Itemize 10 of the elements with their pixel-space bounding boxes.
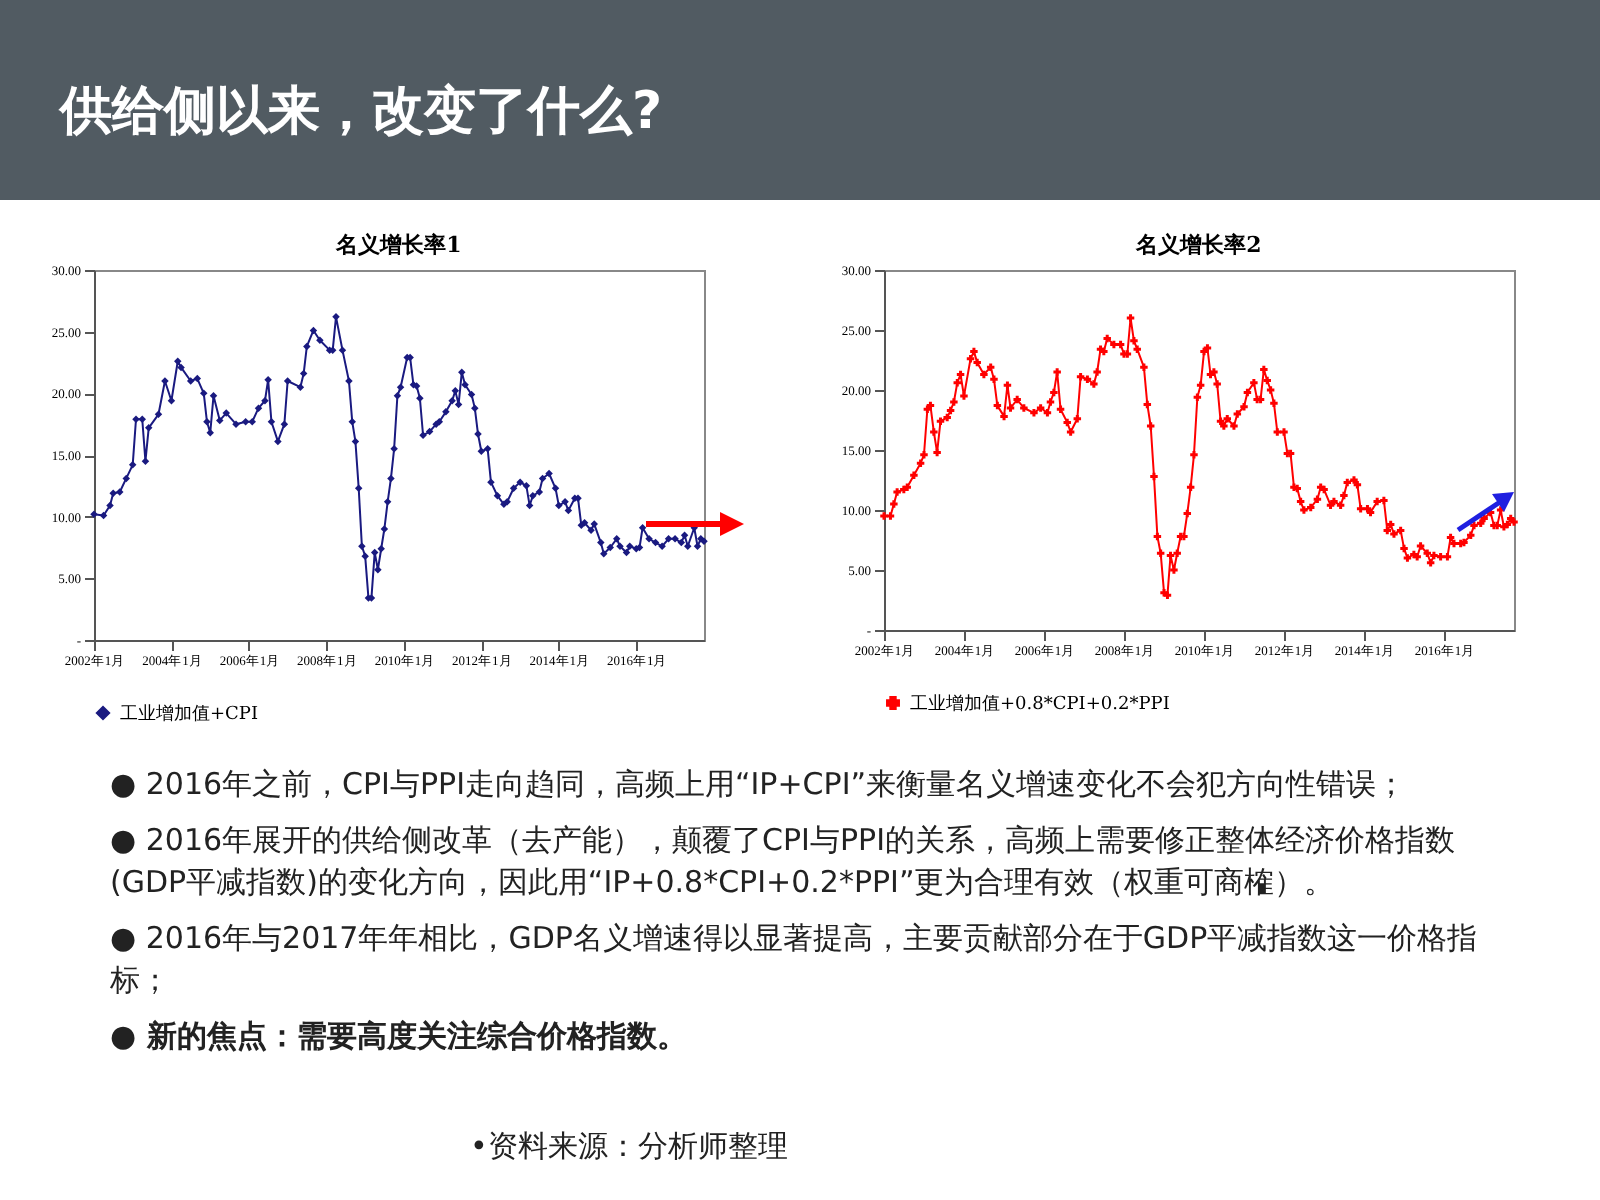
chart-title: 名义增长率1 xyxy=(334,232,462,258)
text: ● 2016年之前，CPI与PPI走向趋同，高频上用“IP+CPI”来衡量名义增速变化不会犯方向性错误； xyxy=(110,764,1409,806)
text: •资料来源：分析师整理 xyxy=(470,1128,788,1166)
legend-label: 工业增加值+0.8*CPI+0.2*PPI xyxy=(910,693,1171,715)
text: ● 2016年与2017年年相比，GDP名义增速得以显著提高，主要贡献部分在于GDP平减指数这一价格指标； xyxy=(110,918,1480,1002)
text: 供给侧以来，改变了什么? xyxy=(60,80,663,146)
text: ● 2016年展开的供给侧改革（去产能），颠覆了CPI与PPI的关系，高频上需要修正整体经济价格指数(GDP平减指数)的变化方向，因此用“IP+0.8*CPI+0.2*PPI”更为合理有效（权重可商榷）。 xyxy=(110,820,1457,904)
legend-label: 工业增加值+CPI xyxy=(120,703,259,725)
text: ● 新的焦点：需要高度关注综合价格指数。 xyxy=(110,1016,689,1058)
chart-title: 名义增长率2 xyxy=(1134,232,1262,258)
